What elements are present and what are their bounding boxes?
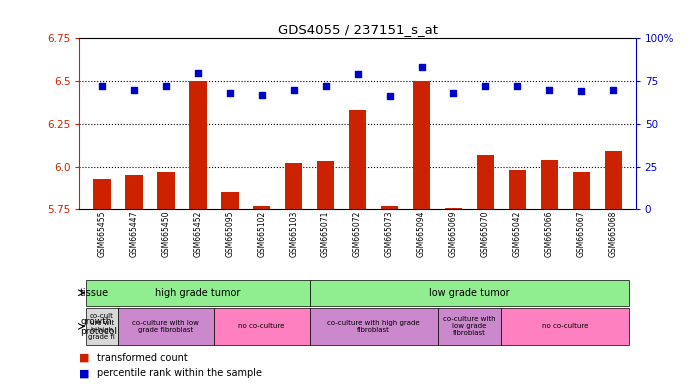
Point — [256, 92, 267, 98]
Point — [288, 87, 299, 93]
Bar — [86, 308, 118, 345]
Text: co-culture with high grade
fibroblast: co-culture with high grade fibroblast — [328, 320, 420, 333]
Point — [384, 93, 395, 99]
Point — [160, 83, 171, 89]
Point — [480, 83, 491, 89]
Point — [416, 65, 427, 71]
Point — [448, 90, 459, 96]
Bar — [157, 172, 175, 209]
Text: no co-culture: no co-culture — [238, 323, 285, 329]
Point — [192, 70, 203, 76]
Bar — [445, 208, 462, 209]
Point — [96, 83, 107, 89]
Bar — [509, 170, 527, 209]
Point — [224, 90, 235, 96]
Bar — [214, 308, 310, 345]
Text: high grade tumor: high grade tumor — [155, 288, 240, 298]
Bar — [310, 280, 630, 306]
Bar — [605, 151, 622, 209]
Bar — [413, 81, 430, 209]
Bar — [189, 81, 207, 209]
Bar — [310, 308, 437, 345]
Point — [320, 83, 331, 89]
Bar — [86, 280, 310, 306]
Bar — [477, 155, 494, 209]
Bar — [437, 308, 502, 345]
Bar — [349, 110, 366, 209]
Bar — [285, 163, 303, 209]
Point — [608, 87, 619, 93]
Point — [544, 87, 555, 93]
Bar — [573, 172, 590, 209]
Title: GDS4055 / 237151_s_at: GDS4055 / 237151_s_at — [278, 23, 437, 36]
Bar — [502, 308, 630, 345]
Text: co-culture with
low grade
fibroblast: co-culture with low grade fibroblast — [443, 316, 496, 336]
Point — [352, 71, 363, 77]
Bar — [118, 308, 214, 345]
Text: ■: ■ — [79, 368, 90, 378]
Text: percentile rank within the sample: percentile rank within the sample — [97, 368, 262, 378]
Text: no co-culture: no co-culture — [542, 323, 589, 329]
Point — [512, 83, 523, 89]
Text: tissue: tissue — [80, 288, 109, 298]
Point — [576, 88, 587, 94]
Text: co-cult
ure wit
h high
grade fi: co-cult ure wit h high grade fi — [88, 313, 115, 340]
Text: transformed count: transformed count — [97, 353, 187, 363]
Bar — [93, 179, 111, 209]
Bar — [253, 206, 270, 209]
Text: growth
protocol: growth protocol — [80, 317, 117, 336]
Text: co-culture with low
grade fibroblast: co-culture with low grade fibroblast — [133, 320, 199, 333]
Bar — [125, 175, 142, 209]
Bar — [317, 161, 334, 209]
Point — [129, 87, 140, 93]
Bar — [221, 192, 238, 209]
Text: ■: ■ — [79, 353, 90, 363]
Text: low grade tumor: low grade tumor — [429, 288, 510, 298]
Bar — [381, 206, 398, 209]
Bar — [540, 160, 558, 209]
